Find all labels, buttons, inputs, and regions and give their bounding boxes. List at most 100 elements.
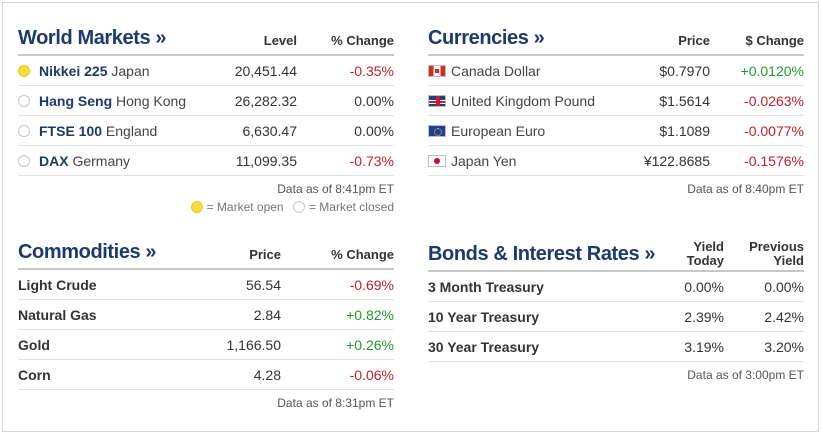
market-index-link[interactable]: DAX — [39, 153, 69, 169]
currencies-panel: Currencies » Price $ Change Canada Dolla… — [428, 24, 804, 196]
legend-open-label: = Market open — [206, 200, 284, 214]
currencies-as-of: Data as of 8:40pm ET — [687, 182, 804, 196]
commodity-row[interactable]: Natural Gas 2.84 +0.82% — [18, 300, 394, 330]
bond-previous-yield: 2.42% — [764, 309, 804, 325]
currency-price: $1.5614 — [659, 93, 710, 109]
previous-header-line-1: Previous — [749, 239, 804, 254]
japan-flag-icon — [428, 155, 446, 167]
market-level: 26,282.32 — [234, 93, 297, 109]
currency-change: -0.0263% — [744, 93, 804, 109]
uk-flag-icon — [428, 95, 446, 107]
commodity-change: -0.06% — [349, 367, 394, 383]
market-row[interactable]: DAX Germany 11,099.35 -0.73% — [18, 146, 394, 176]
commodity-price: 1,166.50 — [226, 337, 282, 353]
bond-row[interactable]: 30 Year Treasury 3.19% 3.20% — [428, 332, 804, 362]
previous-header-line-2: Yield — [773, 253, 804, 268]
market-closed-dot-icon — [18, 125, 30, 137]
change-column-header: % Change — [331, 33, 394, 48]
canada-flag-icon — [428, 65, 446, 77]
market-closed-dot-icon — [292, 201, 305, 213]
world-markets-panel: World Markets » Level % Change Nikkei 22… — [18, 24, 394, 216]
commodity-name[interactable]: Light Crude — [18, 277, 97, 293]
market-closed-dot-icon — [18, 155, 30, 167]
legend-closed-label: = Market closed — [308, 200, 394, 214]
market-level: 6,630.47 — [242, 123, 298, 139]
commodity-row[interactable]: Gold 1,166.50 +0.26% — [18, 330, 394, 360]
commodity-name[interactable]: Natural Gas — [18, 307, 97, 323]
world-markets-header: World Markets » Level % Change — [18, 24, 394, 56]
currency-name[interactable]: United Kingdom Pound — [451, 93, 595, 109]
currency-change: -0.1576% — [744, 153, 804, 169]
bond-row[interactable]: 10 Year Treasury 2.39% 2.42% — [428, 302, 804, 332]
market-change: 0.00% — [354, 123, 394, 139]
level-column-header: Level — [263, 33, 297, 48]
market-country: England — [105, 123, 158, 139]
commodities-panel: Commodities » Price % Change Light Crude… — [18, 238, 394, 410]
commodity-name[interactable]: Corn — [18, 367, 51, 383]
market-row[interactable]: Hang Seng Hong Kong 26,282.32 0.00% — [18, 86, 394, 116]
bond-name[interactable]: 3 Month Treasury — [428, 279, 544, 295]
currency-name[interactable]: Canada Dollar — [451, 63, 541, 79]
bonds-title-link[interactable]: Bonds & Interest Rates » — [428, 243, 656, 265]
commodity-price: 4.28 — [253, 367, 281, 383]
market-name: Hang Seng Hong Kong — [39, 86, 186, 116]
commodities-title-link[interactable]: Commodities » — [18, 241, 157, 263]
currency-price: $1.1089 — [659, 123, 710, 139]
bond-yield-today: 3.19% — [684, 339, 724, 355]
currencies-title-link[interactable]: Currencies » — [428, 27, 545, 49]
currency-price: $0.7970 — [659, 63, 710, 79]
market-name: DAX Germany — [39, 146, 130, 176]
currency-change: -0.0077% — [744, 123, 804, 139]
market-open-dot-icon — [18, 65, 30, 77]
market-row[interactable]: Nikkei 225 Japan 20,451.44 -0.35% — [18, 56, 394, 86]
bond-name[interactable]: 10 Year Treasury — [428, 309, 540, 325]
bond-yield-today: 2.39% — [684, 309, 724, 325]
commodity-change: +0.82% — [346, 307, 394, 323]
commodity-row[interactable]: Corn 4.28 -0.06% — [18, 360, 394, 390]
commodity-change: +0.26% — [346, 337, 394, 353]
price-column-header: Price — [249, 247, 281, 262]
commodity-change: -0.69% — [349, 277, 394, 293]
yield-today-column-header: Yield Today — [687, 240, 724, 268]
market-index-link[interactable]: Hang Seng — [39, 93, 113, 109]
market-status-legend: = Market open = Market closed — [18, 200, 394, 216]
commodity-price: 2.84 — [253, 307, 281, 323]
market-country: Hong Kong — [116, 93, 187, 109]
currency-row[interactable]: United Kingdom Pound $1.5614 -0.0263% — [428, 86, 804, 116]
bond-previous-yield: 0.00% — [764, 279, 804, 295]
commodities-as-of: Data as of 8:31pm ET — [277, 396, 394, 410]
commodity-row[interactable]: Light Crude 56.54 -0.69% — [18, 270, 394, 300]
market-index-link[interactable]: Nikkei 225 — [39, 63, 108, 79]
currencies-header: Currencies » Price $ Change — [428, 24, 804, 56]
bond-row[interactable]: 3 Month Treasury 0.00% 0.00% — [428, 272, 804, 302]
market-closed-dot-icon — [18, 95, 30, 107]
commodity-name[interactable]: Gold — [18, 337, 50, 353]
world-markets-title-link[interactable]: World Markets » — [18, 27, 167, 49]
currency-name[interactable]: Japan Yen — [451, 153, 517, 169]
change-column-header: $ Change — [745, 33, 804, 48]
market-country: Germany — [72, 153, 131, 169]
market-index-link[interactable]: FTSE 100 — [39, 123, 103, 139]
currency-price: ¥122.8685 — [643, 153, 710, 169]
world-markets-as-of: Data as of 8:41pm ET — [277, 182, 394, 196]
bond-name[interactable]: 30 Year Treasury — [428, 339, 540, 355]
market-country: Japan — [111, 63, 150, 79]
bonds-header: Bonds & Interest Rates » Yield Today Prev… — [428, 238, 804, 272]
price-column-header: Price — [678, 33, 710, 48]
bonds-as-of: Data as of 3:00pm ET — [687, 368, 804, 382]
market-row[interactable]: FTSE 100 England 6,630.47 0.00% — [18, 116, 394, 146]
currency-change: +0.0120% — [740, 63, 804, 79]
currency-row[interactable]: Japan Yen ¥122.8685 -0.1576% — [428, 146, 804, 176]
yield-header-line-1: Yield — [693, 239, 724, 254]
market-open-dot-icon — [190, 201, 203, 213]
previous-yield-column-header: Previous Yield — [749, 240, 804, 268]
currency-row[interactable]: European Euro $1.1089 -0.0077% — [428, 116, 804, 146]
currency-row[interactable]: Canada Dollar $0.7970 +0.0120% — [428, 56, 804, 86]
market-name: Nikkei 225 Japan — [39, 56, 150, 86]
market-level: 11,099.35 — [235, 153, 297, 169]
currency-name[interactable]: European Euro — [451, 123, 546, 139]
commodities-header: Commodities » Price % Change — [18, 238, 394, 270]
bond-yield-today: 0.00% — [684, 279, 724, 295]
eu-flag-icon — [428, 125, 446, 137]
